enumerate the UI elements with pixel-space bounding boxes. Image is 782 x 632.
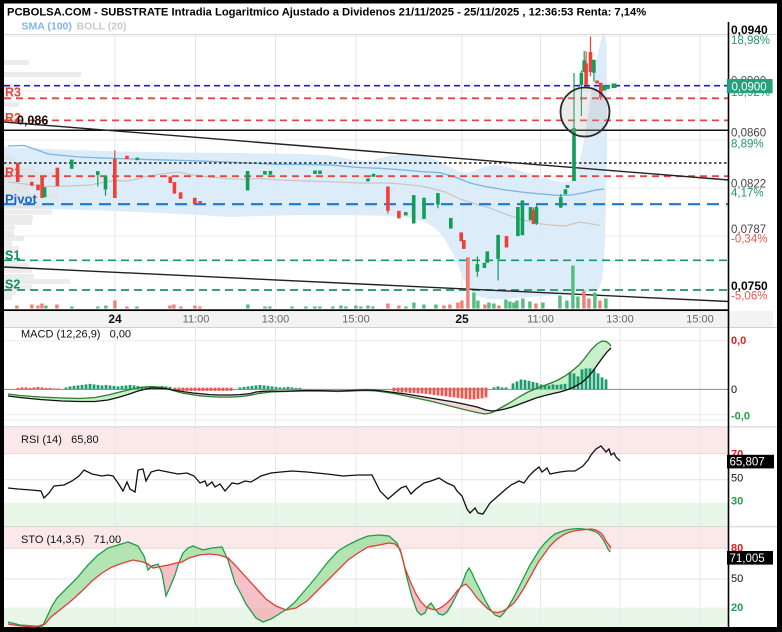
svg-text:11:00: 11:00 [183,314,210,326]
svg-text:20: 20 [731,602,743,614]
svg-text:13:00: 13:00 [262,314,290,326]
svg-text:24: 24 [108,312,122,326]
svg-text:0,0900: 0,0900 [732,82,767,94]
svg-text:13:00: 13:00 [606,314,634,326]
svg-text:50: 50 [731,472,743,484]
svg-text:RSI (14) 65,80: RSI (14) 65,80 [21,434,99,446]
svg-text:Pivot: Pivot [5,192,37,207]
svg-text:0,0940: 0,0940 [731,23,768,37]
svg-text:0: 0 [731,384,737,396]
svg-text:STO (14,3,5) 71,00: STO (14,3,5) 71,00 [21,534,121,546]
svg-text:0,0: 0,0 [731,335,746,347]
svg-text:50: 50 [731,573,743,585]
svg-text:-0,34%: -0,34% [731,233,767,245]
svg-text:S2: S2 [5,278,20,292]
svg-text:0,0860: 0,0860 [731,128,766,140]
svg-text:S1: S1 [5,249,20,263]
svg-text:15:00: 15:00 [686,314,714,326]
svg-text:-0,0: -0,0 [731,411,750,423]
svg-text:30: 30 [731,496,743,508]
svg-text:R3: R3 [5,86,21,100]
svg-text:PCBOLSA.COM - SUBSTRATE Intrad: PCBOLSA.COM - SUBSTRATE Intradia Logarit… [7,7,646,19]
svg-text:0,0787: 0,0787 [731,224,766,236]
svg-text:4,17%: 4,17% [731,188,764,200]
svg-text:0,086: 0,086 [17,114,48,128]
svg-text:R2: R2 [5,111,21,125]
svg-text:18,98%: 18,98% [731,35,770,47]
svg-text:-5,06%: -5,06% [731,290,767,302]
svg-text:R1: R1 [5,166,21,180]
svg-text:0,0750: 0,0750 [731,279,768,293]
svg-text:8,89%: 8,89% [731,138,764,150]
svg-text:0,0822: 0,0822 [731,178,766,190]
svg-text:11:00: 11:00 [527,314,554,326]
svg-text:MACD (12,26,9) 0,00: MACD (12,26,9) 0,00 [21,329,131,341]
svg-text:65,807: 65,807 [730,457,765,469]
svg-text:BOLL (20): BOLL (20) [77,21,127,33]
svg-text:71,005: 71,005 [730,553,765,565]
svg-text:SMA (100): SMA (100) [22,21,72,33]
svg-text:15:00: 15:00 [342,314,370,326]
svg-text:25: 25 [455,312,469,326]
